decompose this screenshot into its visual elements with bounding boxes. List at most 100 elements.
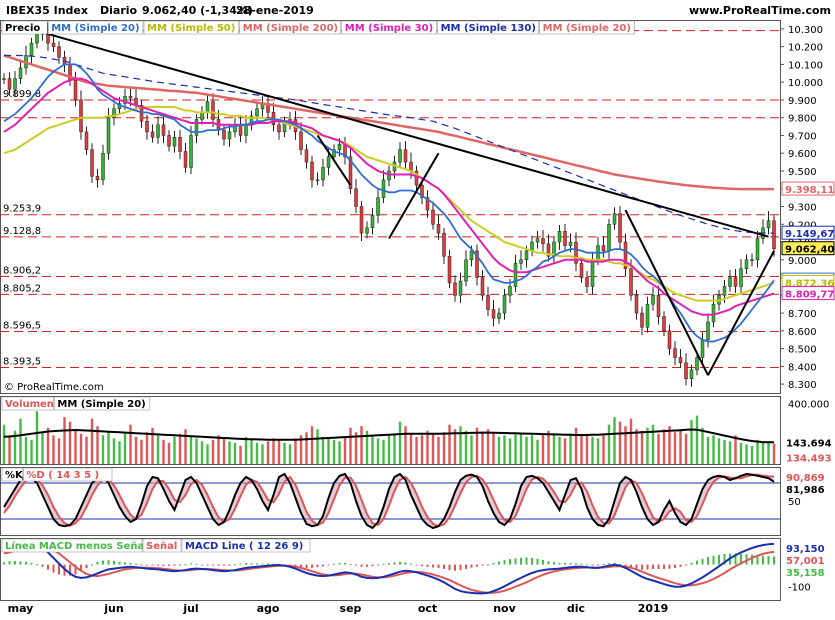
volume-bar [673, 432, 677, 464]
candle-body [497, 312, 501, 319]
macd-histogram-bar [201, 564, 203, 566]
macd-histogram-bar [96, 561, 99, 565]
candle-body [255, 108, 259, 117]
macd-legend-box [142, 538, 182, 553]
level-label: 8.596,5 [3, 320, 41, 331]
macd-tag-label: 35,158 [786, 568, 825, 579]
trend-line[interactable] [624, 209, 709, 376]
volume-bar [244, 436, 248, 464]
stoch-fill [554, 492, 560, 510]
candle-body [618, 213, 622, 243]
month-label: ago [257, 602, 280, 615]
macd-histogram-bar [179, 564, 181, 566]
volume-bar [140, 439, 143, 464]
price-tag-box [781, 286, 835, 301]
macd-histogram-bar [168, 564, 170, 566]
volume-bar [338, 441, 341, 464]
volume-bar [255, 442, 259, 464]
price-legend-box [341, 20, 437, 35]
macd-histogram-bar [184, 564, 187, 566]
candle-body [167, 135, 171, 147]
macd-histogram-bar [245, 563, 247, 565]
macd-histogram-bar [767, 556, 770, 565]
trend-line[interactable] [707, 250, 775, 376]
trend-line[interactable] [316, 134, 352, 186]
macd-histogram-bar [377, 564, 379, 566]
volume-bar [387, 435, 391, 464]
stoch-fill [147, 477, 153, 503]
level-label: 9.253,9 [3, 204, 41, 215]
macd-histogram-bar [679, 564, 682, 567]
volume-bar [332, 439, 336, 464]
volume-bar [470, 435, 473, 464]
macd-histogram-bar [646, 564, 649, 570]
macd-histogram-bar [564, 563, 566, 565]
candle-body [156, 124, 160, 138]
macd-histogram-bar [344, 562, 346, 565]
candle-body [755, 238, 760, 261]
candle-body [607, 224, 611, 252]
macd-histogram-bar [190, 563, 192, 565]
volume-bar [415, 436, 418, 464]
macd-histogram-bar [465, 564, 467, 569]
candle-body [79, 99, 83, 133]
volume-legend-box [54, 396, 150, 411]
macd-histogram-bar [542, 559, 544, 565]
volume-bar [679, 429, 682, 464]
volume-bar [662, 429, 666, 464]
macd-histogram-bar [157, 564, 159, 566]
volume-bar [321, 436, 325, 464]
volume-bar [563, 438, 567, 464]
candle-body [601, 245, 606, 252]
volume-bar [558, 436, 561, 464]
volume-bar [222, 438, 226, 464]
candle-body [475, 250, 479, 278]
macd-legend-label: MACD Line ( 12 26 9) [185, 541, 303, 552]
stoch-fill [295, 484, 301, 513]
stoch-fill [521, 477, 527, 503]
macd-line [3, 542, 775, 595]
macd-histogram-bar [668, 564, 671, 569]
volume-bar [46, 427, 50, 464]
candle-body [431, 209, 435, 225]
macd-histogram-bar [459, 564, 462, 571]
volume-bar [453, 429, 457, 464]
candle-body [425, 197, 430, 211]
volume-bar [178, 433, 182, 464]
macd-histogram-bar [619, 564, 621, 566]
macd-histogram-bar [294, 564, 297, 567]
macd-histogram-bar [388, 563, 390, 565]
candle-body [370, 215, 375, 229]
volume-bar [41, 432, 44, 464]
site-url[interactable]: www.ProRealTime.com [689, 4, 831, 17]
macd-tag-label: 57,001 [786, 556, 825, 567]
macd-tag-label: 93,150 [786, 544, 825, 555]
stoch-fill [455, 480, 461, 506]
candle-body [568, 241, 573, 246]
stoch-fill [356, 486, 362, 516]
macd-histogram-bar [399, 561, 401, 565]
month-label: dic [567, 602, 585, 615]
macd-signal-line [3, 544, 775, 594]
macd-histogram-bar [470, 564, 473, 568]
macd-histogram-bar [102, 560, 104, 565]
trend-line[interactable] [388, 152, 440, 239]
volume-bar [475, 427, 479, 464]
volume-bar [492, 433, 495, 464]
macd-histogram-bar [410, 563, 412, 565]
macd-histogram-bar [558, 562, 561, 565]
volume-bar [63, 417, 66, 464]
candle-body [321, 167, 325, 181]
candle-body [73, 80, 78, 101]
volume-bar [739, 442, 743, 464]
candle-body [315, 179, 320, 182]
candle-body [90, 149, 94, 177]
header-date: 28-ene-2019 [236, 4, 314, 17]
stoch-tag-label: 90,869 [786, 473, 825, 484]
instrument-name: IBEX35 Index [6, 4, 88, 17]
mm200-line [3, 54, 774, 191]
candle-body [227, 131, 232, 140]
trend-line[interactable] [42, 31, 769, 238]
volume-bar [217, 435, 220, 464]
candle-body [640, 312, 644, 328]
